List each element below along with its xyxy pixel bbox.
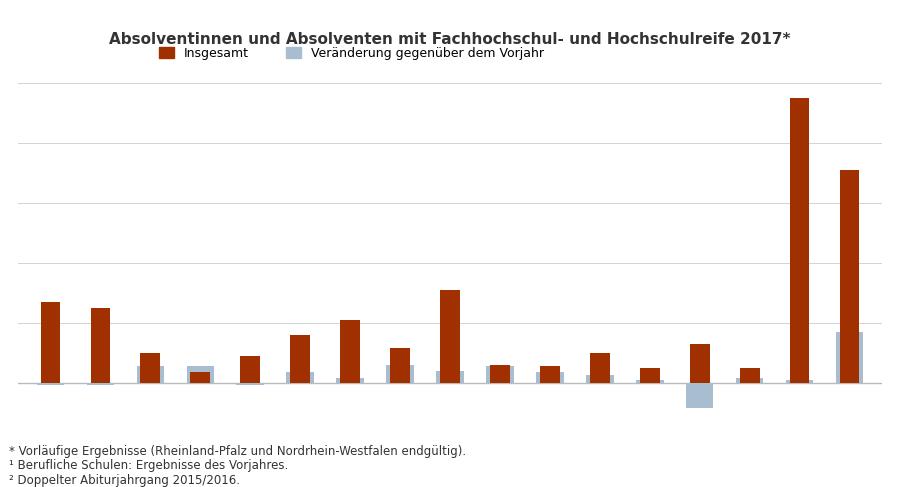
Bar bbox=[586, 375, 614, 383]
Title: Absolventinnen und Absolventen mit Fachhochschul- und Hochschulreife 2017*: Absolventinnen und Absolventen mit Fachh… bbox=[109, 32, 791, 47]
Bar bbox=[536, 373, 563, 383]
Bar bbox=[689, 344, 709, 383]
Bar bbox=[91, 308, 111, 383]
Bar bbox=[291, 335, 310, 383]
Bar bbox=[436, 371, 464, 383]
Bar bbox=[836, 332, 863, 383]
Bar bbox=[789, 98, 809, 383]
Bar bbox=[391, 348, 410, 383]
Text: ¹ Berufliche Schulen: Ergebnisse des Vorjahres.: ¹ Berufliche Schulen: Ergebnisse des Vor… bbox=[9, 459, 288, 472]
Bar bbox=[240, 356, 260, 383]
Bar bbox=[386, 365, 414, 383]
Bar bbox=[140, 353, 160, 383]
Bar bbox=[590, 353, 609, 383]
Bar bbox=[440, 290, 460, 383]
Bar bbox=[736, 378, 763, 383]
Bar bbox=[786, 380, 814, 383]
Bar bbox=[286, 373, 314, 383]
Bar bbox=[40, 302, 60, 383]
Bar bbox=[137, 366, 164, 383]
Bar bbox=[540, 366, 560, 383]
Bar bbox=[840, 170, 860, 383]
Bar bbox=[86, 383, 114, 385]
Bar bbox=[37, 383, 64, 385]
Text: ² Doppelter Abiturjahrgang 2015/2016.: ² Doppelter Abiturjahrgang 2015/2016. bbox=[9, 474, 240, 487]
Bar bbox=[740, 368, 760, 383]
Bar bbox=[237, 383, 264, 385]
Bar bbox=[636, 380, 663, 383]
Bar bbox=[640, 368, 660, 383]
Bar bbox=[191, 373, 211, 383]
Bar bbox=[186, 366, 214, 383]
Bar bbox=[486, 366, 514, 383]
Bar bbox=[686, 383, 714, 408]
Legend: Insgesamt, Veränderung gegenüber dem Vorjahr: Insgesamt, Veränderung gegenüber dem Vor… bbox=[154, 42, 549, 65]
Bar bbox=[340, 320, 360, 383]
Bar bbox=[337, 378, 364, 383]
Text: * Vorläufige Ergebnisse (Rheinland-Pfalz und Nordrhein-Westfalen endgültig).: * Vorläufige Ergebnisse (Rheinland-Pfalz… bbox=[9, 445, 466, 458]
Bar bbox=[491, 365, 509, 383]
